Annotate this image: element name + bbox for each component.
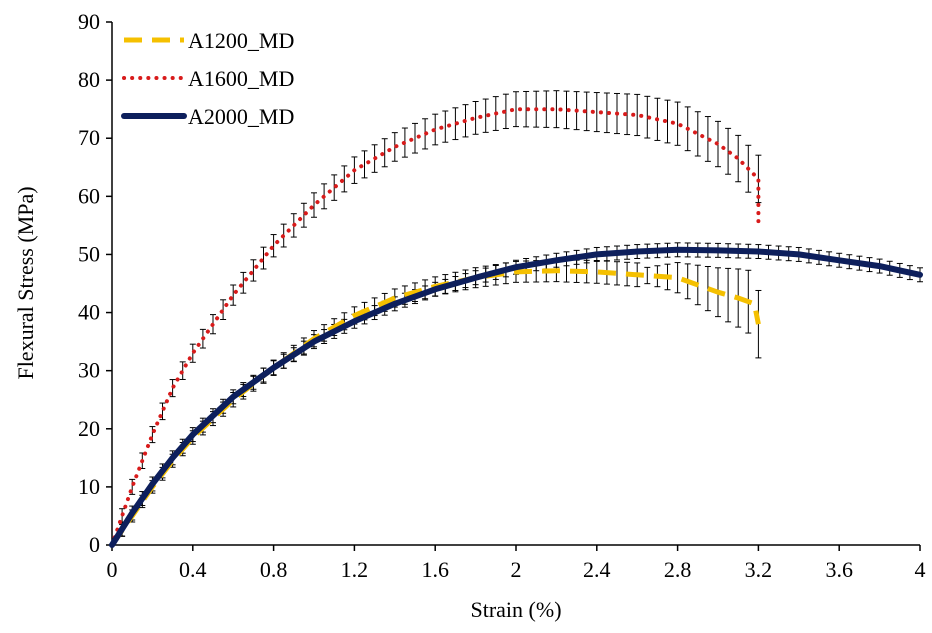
x-tick-label: 3.6 xyxy=(825,557,853,582)
legend-label: A1200_MD xyxy=(188,28,294,53)
y-tick-label: 10 xyxy=(78,474,100,499)
x-tick-label: 2.4 xyxy=(583,557,611,582)
legend-label: A1600_MD xyxy=(188,66,294,91)
x-tick-label: 0.4 xyxy=(179,557,207,582)
x-tick-label: 4 xyxy=(915,557,926,582)
x-tick-labels: 0 0.4 0.8 1.2 1.6 2 2.4 2.8 3.2 3.6 4 xyxy=(107,557,926,582)
x-axis-title: Strain (%) xyxy=(470,597,561,622)
legend-label: A2000_MD xyxy=(188,104,294,129)
y-axis-title: Flexural Stress (MPa) xyxy=(13,186,38,379)
y-tick-label: 20 xyxy=(78,416,100,441)
y-tick-label: 90 xyxy=(78,9,100,34)
x-tick-label: 2.8 xyxy=(664,557,692,582)
y-tick-labels: 0 10 20 30 40 50 60 70 80 90 xyxy=(78,9,100,557)
error-bars xyxy=(119,90,923,537)
x-tick-label: 0.8 xyxy=(260,557,288,582)
y-tick-label: 40 xyxy=(78,300,100,325)
axes xyxy=(106,21,921,551)
y-tick-label: 30 xyxy=(78,358,100,383)
legend: A1200_MD A1600_MD A2000_MD xyxy=(121,28,294,129)
series-line-a1200-md xyxy=(109,268,761,547)
x-tick-label: 2 xyxy=(511,557,522,582)
x-tick-label: 3.2 xyxy=(745,557,773,582)
y-tick-label: 0 xyxy=(89,532,100,557)
series-line-a2000-md xyxy=(109,246,923,548)
x-tick-label: 0 xyxy=(107,557,118,582)
y-tick-label: 60 xyxy=(78,183,100,208)
x-tick-label: 1.2 xyxy=(341,557,369,582)
y-tick-label: 50 xyxy=(78,241,100,266)
y-tick-label: 80 xyxy=(78,67,100,92)
series-lines xyxy=(109,107,923,548)
y-tick-label: 70 xyxy=(78,125,100,150)
x-tick-label: 1.6 xyxy=(421,557,449,582)
series-line-a1600-md xyxy=(110,107,761,547)
